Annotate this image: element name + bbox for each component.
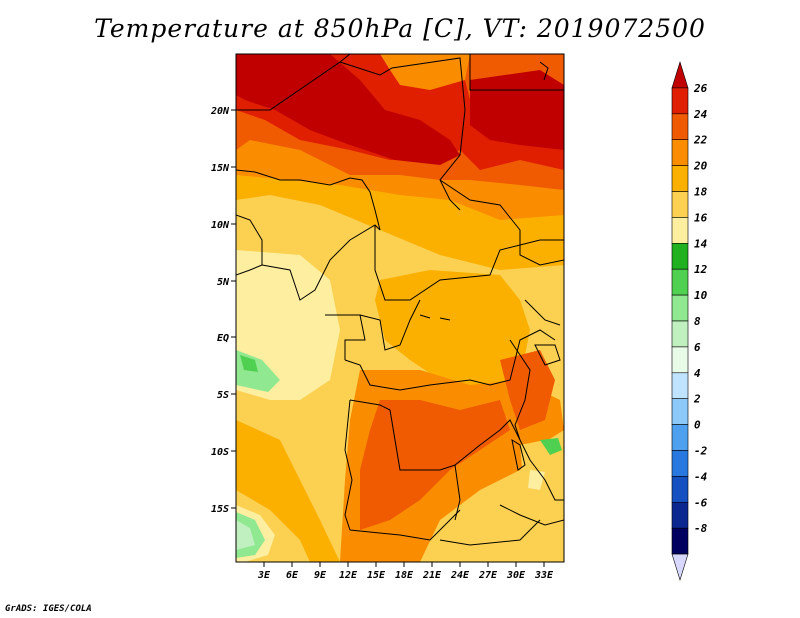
colorbar-segment — [671, 450, 689, 477]
lat-label: 20N — [210, 106, 230, 117]
lon-label: 18E — [395, 570, 414, 581]
colorbar-segment — [671, 243, 689, 270]
lon-label: 6E — [286, 570, 299, 581]
lon-label: 21E — [422, 570, 442, 581]
colorbar-label: -6 — [694, 496, 708, 509]
lon-label: 24E — [450, 570, 470, 581]
lat-label: 15N — [211, 163, 230, 174]
colorbar-label: 8 — [694, 315, 701, 328]
map-frame — [235, 53, 565, 563]
colorbar-label: 12 — [694, 263, 708, 276]
colorbar-label: 18 — [694, 186, 708, 199]
lat-label: EQ — [217, 333, 229, 344]
colorbar-segment — [671, 476, 689, 503]
map-title: Temperature at 850hPa [C], VT: 201907250… — [94, 14, 706, 43]
lat-label: 15S — [211, 504, 229, 515]
colorbar-segment — [671, 294, 689, 322]
lat-label: 10S — [211, 447, 229, 458]
colorbar-segment — [671, 398, 689, 425]
lat-label: 5N — [217, 277, 230, 288]
lon-axis: 3E 6E 9E 12E 15E 18E 21E 24E 27E 30E 33E — [257, 562, 554, 581]
colorbar-label: 16 — [694, 211, 708, 224]
colorbar-segment — [671, 191, 689, 218]
colorbar-segment — [671, 87, 689, 115]
lon-label: 9E — [314, 570, 327, 581]
lon-label: 27E — [478, 570, 498, 581]
colorbar-segment — [671, 113, 689, 141]
colorbar-label: -2 — [694, 445, 708, 458]
colorbar-label: 6 — [694, 341, 701, 354]
colorbar-segment — [671, 527, 689, 555]
lat-axis: 20N 15N 10N 5N EQ 5S 10S 15S — [210, 106, 236, 515]
colorbar-label: 14 — [694, 237, 708, 250]
colorbar-label: 4 — [694, 367, 701, 380]
lon-label: 33E — [534, 570, 554, 581]
colorbar-segment — [671, 372, 689, 399]
colorbar-label: 20 — [693, 160, 708, 173]
colorbar-segment — [671, 501, 689, 529]
colorbar-segment — [671, 165, 689, 192]
colorbar-label: 24 — [693, 108, 708, 121]
colorbar-segment — [671, 346, 689, 374]
colorbar-label: -8 — [694, 522, 708, 535]
credit-text: GrADS: IGES/COLA — [5, 604, 92, 614]
lon-label: 12E — [339, 570, 358, 581]
country-borders — [236, 54, 564, 546]
colorbar-segment — [671, 268, 689, 296]
colorbar-segment — [671, 217, 689, 244]
lon-label: 3E — [257, 570, 271, 581]
colorbar-label: 26 — [693, 82, 708, 95]
lon-label: 30E — [506, 570, 526, 581]
colorbar-segment — [671, 553, 689, 582]
lat-label: 10N — [211, 220, 230, 231]
colorbar-label: 10 — [694, 289, 708, 302]
colorbar-label: 22 — [693, 134, 708, 147]
temperature-field — [236, 54, 564, 562]
colorbar-segment — [671, 320, 689, 348]
lat-label: 5S — [217, 390, 229, 401]
colorbar-segment — [671, 139, 689, 166]
colorbar-label: 0 — [694, 419, 701, 432]
colorbar-segment — [671, 60, 689, 89]
lon-label: 15E — [367, 570, 386, 581]
colorbar-label: -4 — [694, 470, 708, 483]
colorbar-segment — [671, 424, 689, 451]
colorbar-label: 2 — [693, 393, 701, 406]
